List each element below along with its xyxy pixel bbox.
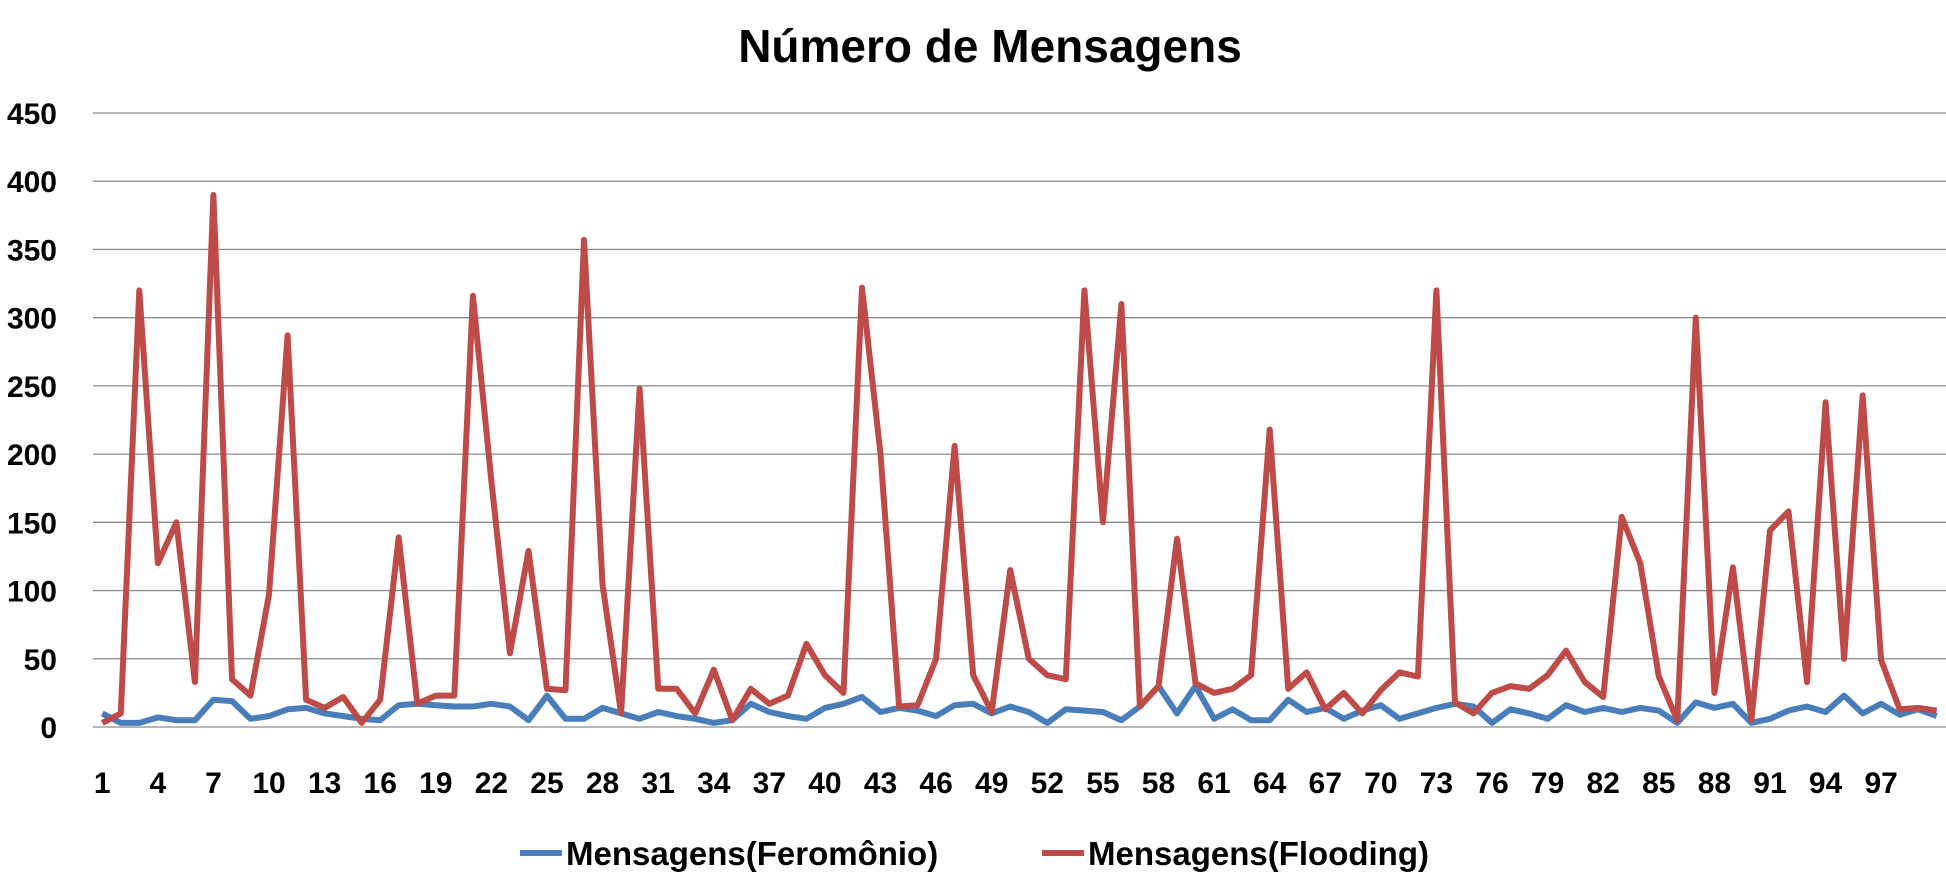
series-line-feromonio (100, 683, 1938, 726)
x-tick-label: 64 (1253, 767, 1287, 800)
x-tick-label: 7 (205, 767, 222, 800)
x-tick-label: 22 (475, 767, 508, 800)
x-tick-label: 1 (94, 767, 111, 800)
legend-label-feromonio: Mensagens(Feromônio) (566, 835, 938, 872)
series-line-flooding (100, 191, 1938, 726)
y-tick-label: 350 (7, 234, 57, 267)
x-tick-label: 40 (808, 767, 841, 800)
x-tick-label: 19 (419, 767, 452, 800)
y-tick-label: 50 (24, 644, 57, 677)
legend: Mensagens(Feromônio) Mensagens(Flooding) (520, 835, 1429, 872)
chart-title: Número de Mensagens (738, 20, 1242, 72)
x-tick-label: 31 (641, 767, 674, 800)
x-tick-label: 55 (1086, 767, 1119, 800)
series-lines (100, 191, 1938, 726)
x-tick-label: 70 (1364, 767, 1397, 800)
legend-label-flooding: Mensagens(Flooding) (1088, 835, 1429, 872)
x-tick-label: 76 (1475, 767, 1508, 800)
x-tick-label: 97 (1864, 767, 1897, 800)
x-tick-label: 4 (150, 767, 167, 800)
y-tick-label: 100 (7, 576, 57, 609)
x-tick-label: 61 (1197, 767, 1230, 800)
x-tick-label: 46 (919, 767, 952, 800)
x-tick-label: 10 (252, 767, 285, 800)
x-tick-label: 58 (1142, 767, 1175, 800)
x-tick-label: 67 (1309, 767, 1342, 800)
x-tick-label: 88 (1698, 767, 1731, 800)
y-tick-label: 400 (7, 166, 57, 199)
y-tick-label: 250 (7, 371, 57, 404)
x-tick-label: 85 (1642, 767, 1675, 800)
y-tick-label: 200 (7, 439, 57, 472)
x-tick-label: 82 (1587, 767, 1620, 800)
x-tick-label: 79 (1531, 767, 1564, 800)
x-tick-label: 52 (1031, 767, 1064, 800)
x-tick-label: 28 (586, 767, 619, 800)
y-tick-label: 150 (7, 507, 57, 540)
x-tick-label: 91 (1753, 767, 1786, 800)
y-tick-label: 0 (40, 712, 57, 745)
x-tick-label: 73 (1420, 767, 1453, 800)
x-tick-label: 37 (753, 767, 786, 800)
x-tick-label: 13 (308, 767, 341, 800)
x-axis-tick-labels: 1 4 7 10 13 16 19 22 25 28 31 34 37 40 43 46 49 52 55 58 61 6… (94, 767, 1898, 800)
y-tick-label: 450 (7, 98, 57, 131)
y-tick-label: 300 (7, 303, 57, 336)
x-tick-label: 94 (1809, 767, 1843, 800)
x-tick-label: 49 (975, 767, 1008, 800)
x-tick-label: 16 (364, 767, 397, 800)
x-tick-label: 25 (530, 767, 563, 800)
gridlines (93, 112, 1946, 728)
x-tick-label: 43 (864, 767, 897, 800)
y-axis-tick-labels: 0 50 100 150 200 250 300 350 400 450 (7, 98, 57, 745)
x-tick-label: 34 (697, 767, 731, 800)
